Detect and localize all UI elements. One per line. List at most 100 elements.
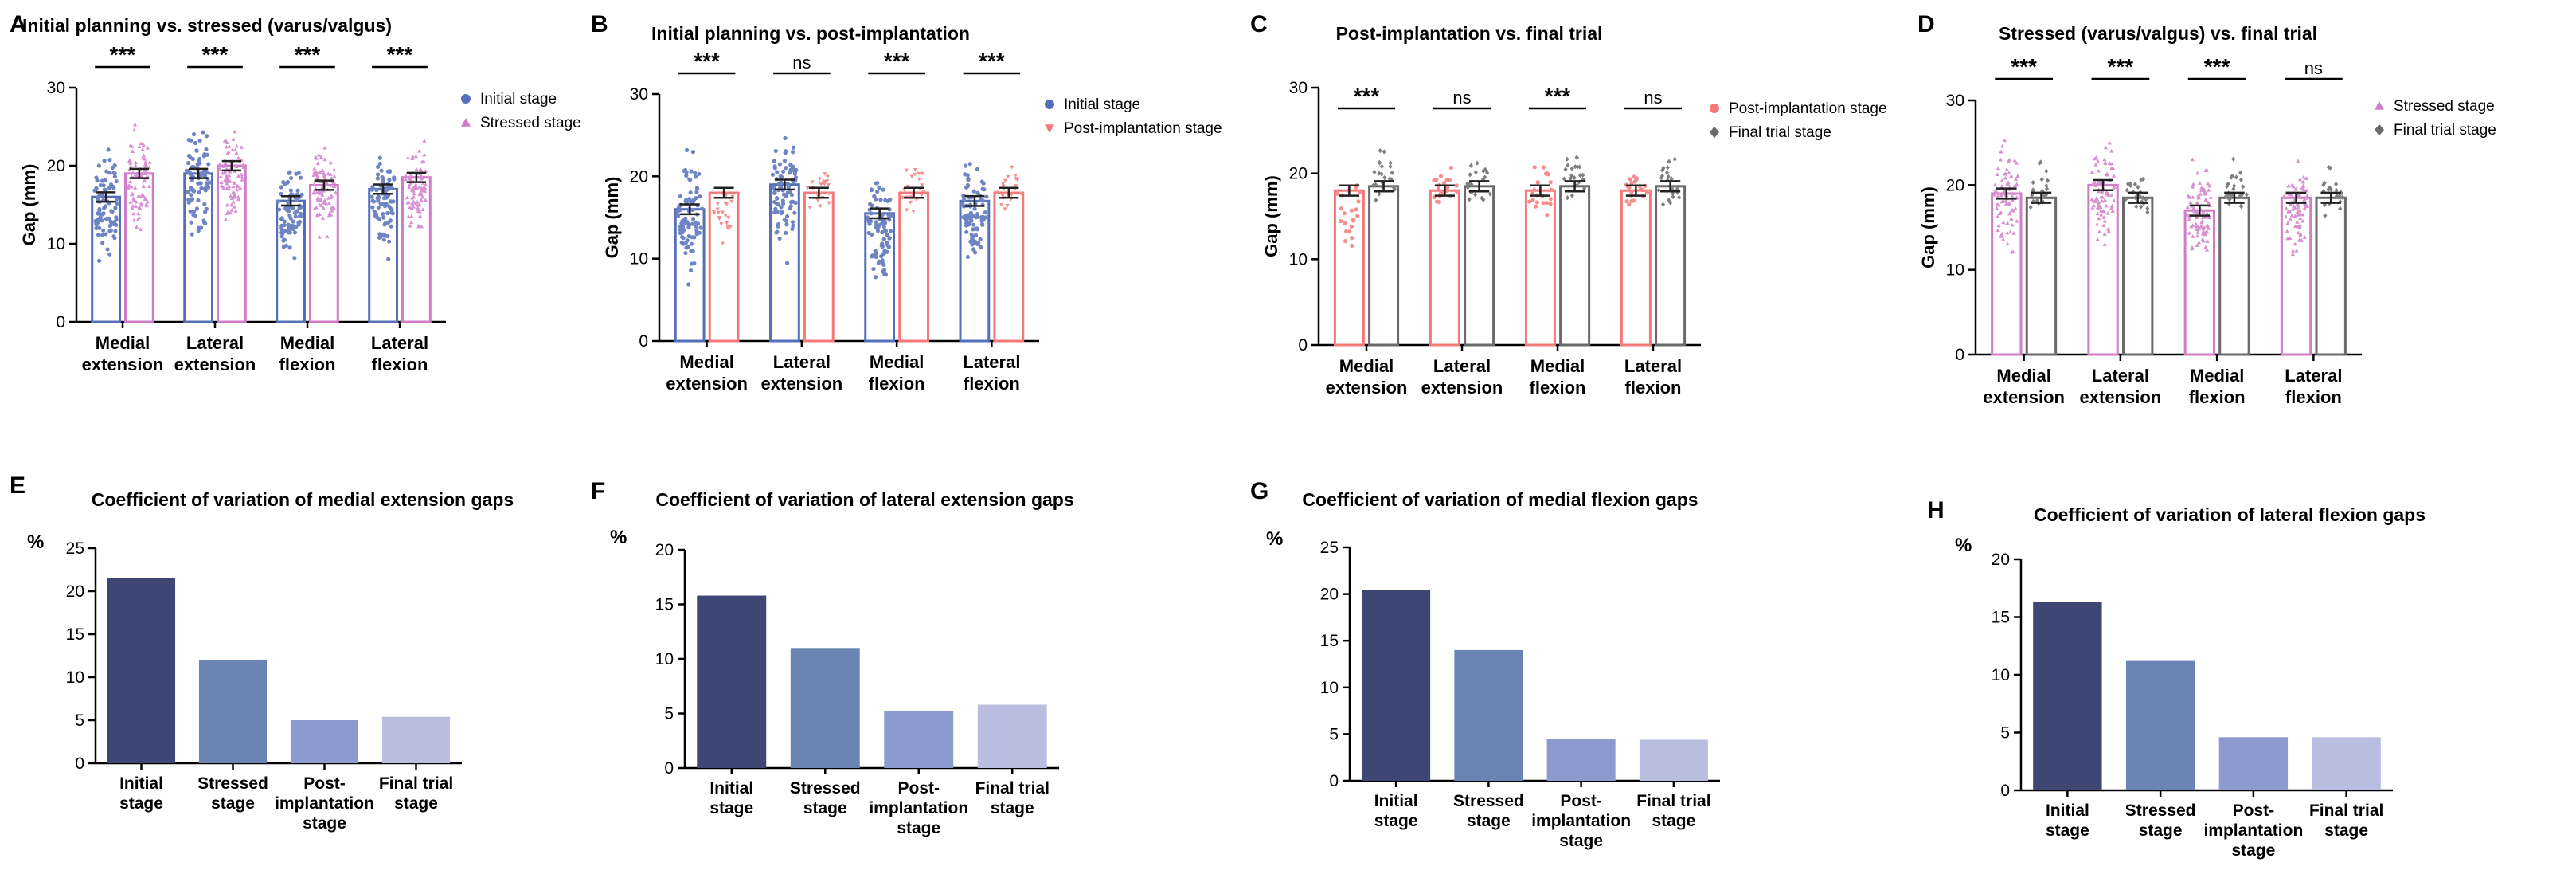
data-point	[319, 197, 323, 201]
data-point	[221, 164, 226, 169]
data-point	[131, 204, 135, 208]
data-point	[1627, 202, 1632, 207]
data-point	[129, 184, 134, 189]
data-point	[790, 226, 795, 232]
data-point	[970, 242, 975, 247]
panel-title: Coefficient of variation of lateral exte…	[655, 489, 1073, 510]
data-point	[1382, 149, 1386, 155]
data-point	[775, 202, 780, 206]
data-point	[690, 249, 695, 254]
data-point	[2030, 192, 2035, 198]
data-point	[2201, 226, 2206, 231]
data-point	[2106, 229, 2111, 233]
data-point	[2296, 205, 2300, 210]
data-point	[2186, 194, 2191, 198]
data-point	[205, 184, 210, 189]
significance-label: ***	[694, 49, 720, 73]
data-point	[196, 225, 201, 230]
data-point	[2196, 194, 2201, 198]
data-point	[194, 148, 199, 153]
data-point	[2198, 191, 2203, 196]
data-point	[1392, 186, 1397, 192]
data-point	[1545, 213, 1550, 218]
data-point	[2096, 159, 2101, 163]
x-tick-label: Final trial	[379, 774, 453, 793]
data-point	[415, 202, 420, 207]
data-point	[1996, 166, 2001, 171]
data-point	[385, 210, 390, 216]
significance-label: ns	[1644, 88, 1662, 108]
data-point	[189, 193, 193, 198]
data-point	[1999, 199, 2004, 204]
x-tick-label: Post-	[898, 779, 940, 798]
data-point	[715, 207, 720, 212]
data-point	[2093, 155, 2099, 159]
data-point	[326, 201, 331, 206]
data-point	[228, 194, 233, 198]
data-point	[995, 190, 999, 195]
data-point	[775, 170, 780, 174]
data-point	[389, 186, 395, 191]
data-point	[130, 206, 135, 210]
data-point	[279, 185, 284, 190]
data-point	[2031, 180, 2035, 186]
data-point	[2322, 180, 2327, 186]
data-point	[1350, 243, 1354, 248]
significance-label: ***	[979, 49, 1005, 73]
data-point	[2205, 181, 2211, 186]
data-point	[2094, 197, 2099, 202]
bar-post	[993, 191, 1025, 343]
data-point	[296, 222, 301, 227]
panel-F-y-tick-label: 10	[655, 650, 674, 668]
data-point	[920, 183, 924, 187]
data-point	[1527, 199, 1532, 204]
data-point	[315, 175, 319, 180]
data-point	[2288, 236, 2293, 241]
data-point	[919, 193, 924, 198]
data-point	[2244, 192, 2249, 198]
data-point	[223, 161, 228, 165]
data-point	[2187, 217, 2191, 221]
data-point	[100, 178, 105, 183]
data-point	[194, 206, 199, 211]
data-point	[712, 211, 717, 216]
data-point	[979, 179, 984, 184]
data-point	[232, 163, 236, 168]
data-point	[1465, 181, 1470, 186]
data-point	[2109, 193, 2114, 197]
y-axis-label: %	[1266, 528, 1283, 550]
bar-post	[1333, 189, 1365, 347]
data-point	[381, 211, 385, 217]
data-point	[2011, 249, 2015, 254]
data-point	[311, 173, 316, 177]
data-point	[414, 167, 419, 171]
data-point	[2006, 159, 2011, 163]
data-point	[1480, 195, 1484, 201]
data-point	[790, 220, 795, 225]
data-point	[384, 195, 389, 200]
data-point	[792, 168, 796, 173]
data-point	[389, 224, 393, 229]
data-point	[827, 201, 831, 206]
data-point	[1380, 180, 1385, 186]
data-point	[1574, 155, 1579, 160]
data-point	[2015, 182, 2019, 186]
data-point	[1995, 206, 1999, 210]
data-point	[279, 216, 284, 221]
panel-H-y-tick-label: 20	[1992, 551, 2010, 569]
bar-initial	[183, 172, 214, 323]
x-tick-label: Medial	[1996, 366, 2050, 386]
data-point	[2145, 206, 2150, 211]
data-point	[193, 140, 198, 146]
data-point	[1370, 182, 1375, 189]
data-point	[2204, 167, 2210, 172]
data-point	[885, 233, 889, 237]
data-point	[2291, 249, 2296, 253]
data-point	[190, 232, 194, 237]
data-point	[2302, 235, 2307, 239]
data-point	[2207, 183, 2212, 188]
x-tick-label: flexion	[2285, 387, 2342, 407]
data-point	[100, 241, 105, 245]
data-point	[102, 159, 107, 163]
data-point	[201, 130, 205, 135]
